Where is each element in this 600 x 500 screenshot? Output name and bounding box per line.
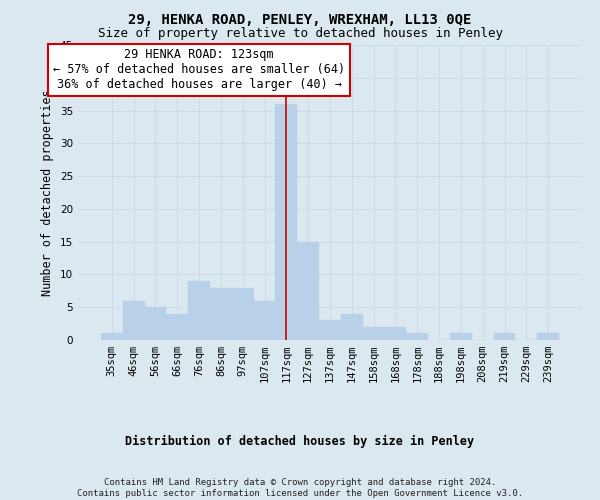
Bar xyxy=(363,327,385,340)
Text: 29, HENKA ROAD, PENLEY, WREXHAM, LL13 0QE: 29, HENKA ROAD, PENLEY, WREXHAM, LL13 0Q… xyxy=(128,12,472,26)
Bar xyxy=(297,242,319,340)
Bar xyxy=(494,334,515,340)
Bar xyxy=(101,334,123,340)
Text: Size of property relative to detached houses in Penley: Size of property relative to detached ho… xyxy=(97,28,503,40)
Text: Contains HM Land Registry data © Crown copyright and database right 2024.
Contai: Contains HM Land Registry data © Crown c… xyxy=(77,478,523,498)
Bar xyxy=(275,104,297,340)
Bar xyxy=(537,334,559,340)
Bar xyxy=(145,307,166,340)
Y-axis label: Number of detached properties: Number of detached properties xyxy=(41,89,55,296)
Bar xyxy=(254,300,275,340)
Bar xyxy=(406,334,428,340)
Bar xyxy=(385,327,406,340)
Bar xyxy=(319,320,341,340)
Bar xyxy=(450,334,472,340)
Bar xyxy=(232,288,254,340)
Text: Distribution of detached houses by size in Penley: Distribution of detached houses by size … xyxy=(125,435,475,448)
Bar xyxy=(188,281,210,340)
Text: 29 HENKA ROAD: 123sqm
← 57% of detached houses are smaller (64)
36% of detached : 29 HENKA ROAD: 123sqm ← 57% of detached … xyxy=(53,48,345,92)
Bar xyxy=(210,288,232,340)
Bar xyxy=(166,314,188,340)
Bar xyxy=(341,314,363,340)
Bar xyxy=(123,300,145,340)
